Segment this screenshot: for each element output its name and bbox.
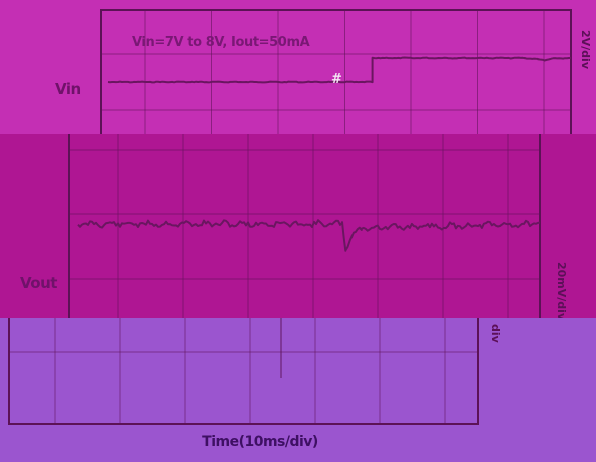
vout-trace [77, 219, 541, 252]
vin-frame [100, 9, 572, 134]
bottom-frame [8, 318, 479, 425]
vin-axis-label: Vin [55, 80, 81, 98]
time-panel: div Time(10ms/div) [0, 318, 596, 462]
cursor-marker-icon: # [331, 72, 342, 87]
bottom-plot [8, 318, 479, 425]
vout-plot [68, 134, 541, 318]
vout-scale-label: 20mV/div [555, 262, 568, 318]
vout-axis-label: Vout [20, 274, 57, 292]
vin-trace [107, 56, 572, 84]
vin-plot [100, 9, 572, 134]
vin-panel: Vin Vin=7V to 8V, Iout=50mA # 2V/div [0, 0, 596, 134]
vin-annotation: Vin=7V to 8V, Iout=50mA [132, 35, 310, 50]
vout-panel: Vout 20mV/div [0, 134, 596, 318]
bottom-scale-label: div [489, 324, 502, 343]
vout-frame [68, 134, 541, 318]
x-axis-label: Time(10ms/div) [202, 434, 318, 450]
vin-scale-label: 2V/div [579, 30, 592, 69]
